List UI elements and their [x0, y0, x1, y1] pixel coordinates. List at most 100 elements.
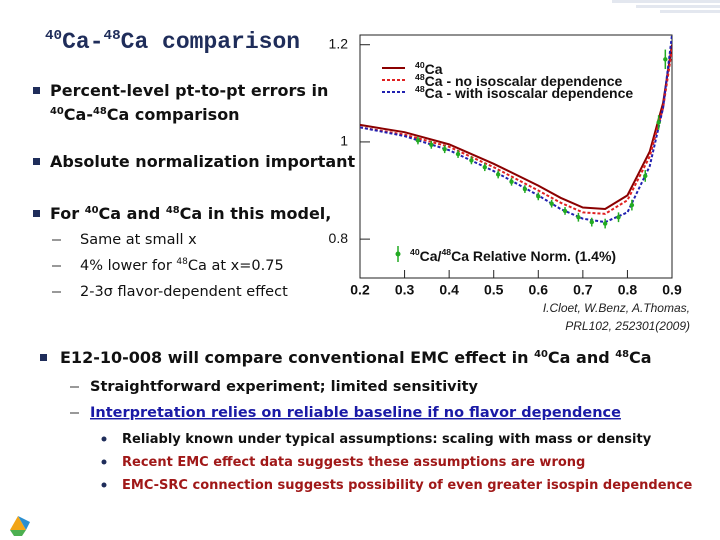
- text-run: Interpretation relies on reliable baseli…: [90, 405, 621, 421]
- bullet-marker: [101, 459, 107, 465]
- superscript: 48: [93, 106, 107, 117]
- bullet-text: Absolute normalization important: [50, 152, 356, 171]
- bullet-text: Percent-level pt-to-pt errors in: [50, 81, 328, 100]
- series-line: [360, 44, 672, 211]
- text-run: Ca-: [62, 29, 103, 55]
- annotation-marker: [395, 251, 401, 257]
- text-run: Recent EMC effect data suggests these as…: [122, 455, 585, 470]
- bullet-text: Reliably known under typical assumptions…: [122, 432, 652, 447]
- text-run: Ca - with isoscalar dependence: [425, 85, 634, 101]
- superscript: 40: [85, 205, 99, 216]
- bullet-text: Interpretation relies on reliable baseli…: [90, 405, 621, 421]
- series-line: [360, 49, 672, 215]
- bullet-marker: [33, 158, 40, 165]
- text-run: Ca: [425, 61, 443, 77]
- superscript: 48: [176, 257, 188, 267]
- data-point: [663, 57, 668, 62]
- bullet-marker: [40, 354, 47, 361]
- data-point: [455, 151, 461, 157]
- data-point: [429, 142, 434, 148]
- superscript: 48: [415, 84, 425, 94]
- text-run: Ca Relative Norm. (1.4%): [451, 248, 616, 264]
- superscript: 40: [45, 28, 62, 44]
- y-tick-label: 1.2: [329, 35, 349, 51]
- data-point: [589, 219, 594, 225]
- bullet-text: 4% lower for 48Ca at x=0.75: [80, 257, 284, 274]
- text-run: Same at small x: [80, 232, 197, 248]
- text-run: Percent-level pt-to-pt errors in: [50, 81, 328, 100]
- text-run: 4% lower for: [80, 258, 176, 274]
- bullet-marker: [101, 482, 107, 488]
- x-tick-label: 0.9: [662, 282, 682, 298]
- data-point: [442, 147, 447, 152]
- x-tick-label: 0.8: [618, 282, 638, 298]
- bullet-text: For 40Ca and 48Ca in this model,: [50, 204, 331, 223]
- text-run: Ca/: [420, 248, 442, 264]
- x-tick-label: 0.4: [439, 282, 459, 298]
- superscript: 40: [50, 106, 64, 117]
- bullet-text: 40Ca-48Ca comparison: [50, 105, 240, 124]
- superscript: 48: [104, 28, 121, 44]
- data-point: [469, 158, 474, 163]
- bullet-text: Recent EMC effect data suggests these as…: [122, 455, 585, 470]
- data-point: [549, 201, 554, 206]
- legend-label: 48Ca - with isoscalar dependence: [415, 84, 633, 100]
- bullet-marker: [33, 210, 40, 217]
- data-point: [495, 172, 501, 177]
- text-run: Ca and: [99, 204, 166, 223]
- data-point: [629, 202, 635, 208]
- data-point: [415, 138, 421, 143]
- legend-label: 40Ca: [415, 60, 443, 76]
- text-run: Absolute normalization important: [50, 152, 356, 171]
- x-tick-label: 0.6: [529, 282, 549, 298]
- data-point: [576, 215, 581, 220]
- y-tick-label: 0.8: [329, 230, 349, 246]
- legend-label: 48Ca - no isoscalar dependence: [415, 72, 622, 88]
- superscript: 48: [415, 72, 425, 82]
- superscript: 48: [166, 205, 180, 216]
- data-point: [509, 179, 514, 184]
- text-run: EMC-SRC connection suggests possibility …: [122, 478, 693, 493]
- corner-stripes: [612, 0, 720, 13]
- superscript: 40: [410, 247, 420, 257]
- slide-title: 40Ca-48Ca comparison: [45, 28, 300, 55]
- bullet-text: Straightforward experiment; limited sens…: [90, 379, 479, 395]
- superscript: 48: [441, 247, 451, 257]
- text-run: Ca-: [64, 105, 93, 124]
- superscript: 40: [534, 349, 548, 360]
- text-run: Reliably known under typical assumptions…: [122, 432, 652, 447]
- x-tick-label: 0.7: [573, 282, 593, 298]
- text-run: E12-10-008 will compare conventional EMC…: [60, 348, 534, 367]
- data-point: [643, 173, 648, 179]
- bullet-text: Same at small x: [80, 232, 197, 248]
- data-point: [562, 208, 568, 214]
- data-point: [536, 194, 541, 199]
- data-point: [656, 120, 661, 125]
- superscript: 48: [615, 349, 629, 360]
- citation: PRL102, 252301(2009): [565, 319, 690, 333]
- text-run: For: [50, 204, 85, 223]
- annotation: 40Ca/48Ca Relative Norm. (1.4%): [410, 247, 616, 263]
- series-line: [360, 35, 672, 224]
- x-tick-label: 0.5: [484, 282, 504, 298]
- x-tick-label: 0.3: [395, 282, 415, 298]
- text-run: Ca and: [548, 348, 615, 367]
- bullet-marker: [101, 436, 107, 442]
- text-run: Ca comparison: [107, 105, 240, 124]
- superscript: 40: [415, 60, 425, 70]
- bullet-marker: [33, 87, 40, 94]
- bullet-text: E12-10-008 will compare conventional EMC…: [60, 348, 652, 367]
- data-point: [482, 164, 487, 170]
- bullet-text: 2-3σ flavor-dependent effect: [80, 284, 288, 300]
- text-run: Ca in this model,: [180, 204, 332, 223]
- text-run: Ca - no isoscalar dependence: [425, 73, 623, 89]
- logo: [10, 516, 30, 536]
- text-run: Ca at x=0.75: [188, 258, 284, 274]
- text-run: Straightforward experiment; limited sens…: [90, 379, 479, 395]
- data-point: [616, 215, 621, 220]
- citation: I.Cloet, W.Benz, A.Thomas,: [543, 301, 690, 315]
- data-point: [602, 221, 608, 226]
- plot-frame: [359, 34, 673, 279]
- text-run: 2-3σ flavor-dependent effect: [80, 284, 288, 300]
